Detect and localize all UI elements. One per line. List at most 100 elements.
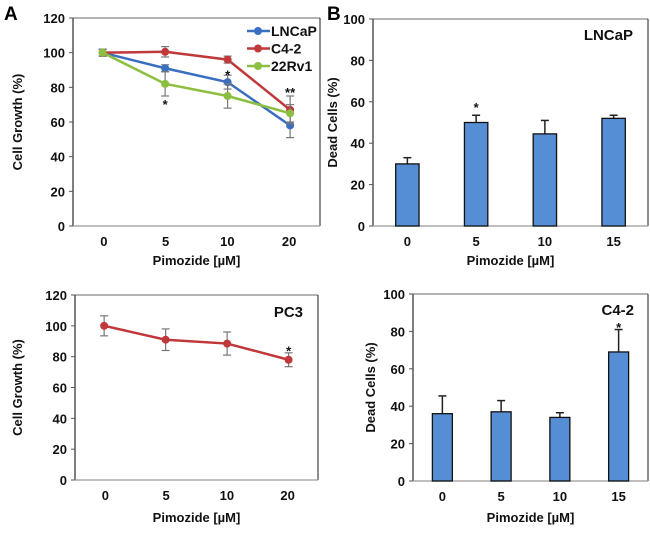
y-tick-label: 40 bbox=[391, 399, 405, 414]
bar-group bbox=[395, 156, 420, 227]
data-point bbox=[286, 109, 295, 118]
y-axis-label: Dead Cells (%) bbox=[363, 342, 378, 432]
x-tick-label: 5 bbox=[162, 234, 169, 249]
bar bbox=[431, 413, 454, 482]
data-point bbox=[161, 335, 170, 344]
chart-b-top: 0 20 40 60 80 100 0 5 10 15 Pimozide [µM] Dead Cell… bbox=[325, 4, 649, 268]
y-tick-label: 20 bbox=[351, 178, 365, 193]
data-point bbox=[223, 92, 232, 100]
y-tick-label: 60 bbox=[351, 95, 365, 110]
significance-marker: * bbox=[163, 97, 169, 112]
significance-marker: * bbox=[286, 343, 292, 358]
y-tick-label: 80 bbox=[51, 80, 65, 95]
bar-group bbox=[607, 328, 630, 482]
y-tick-label: 40 bbox=[53, 411, 67, 426]
bar bbox=[532, 133, 558, 227]
y-tick-label: 0 bbox=[60, 473, 67, 488]
bar bbox=[490, 411, 512, 482]
x-tick-label: 5 bbox=[498, 489, 505, 504]
y-tick-label: 60 bbox=[51, 115, 65, 130]
panel-label: B bbox=[327, 4, 341, 25]
data-point bbox=[161, 64, 170, 73]
bar bbox=[607, 351, 630, 482]
y-tick-label: 100 bbox=[43, 46, 65, 61]
y-tick-label: 80 bbox=[351, 53, 365, 68]
x-tick-label: 5 bbox=[473, 234, 480, 249]
x-axis-label: Pimozide [µM] bbox=[153, 510, 241, 525]
panel-label: A bbox=[4, 4, 18, 25]
y-axis-label: Dead Cells (%) bbox=[325, 77, 340, 167]
x-tick-label: 0 bbox=[102, 488, 109, 503]
y-axis-label: Cell Growth (%) bbox=[10, 74, 25, 171]
legend-label: LNCaP bbox=[271, 23, 317, 39]
bar-group bbox=[463, 114, 489, 227]
series-22rv1 bbox=[98, 48, 295, 123]
x-tick-label: 5 bbox=[163, 488, 170, 503]
data-point bbox=[223, 55, 232, 64]
bar bbox=[549, 416, 571, 482]
bar-group bbox=[490, 399, 512, 482]
bar bbox=[601, 117, 626, 227]
x-axis-label: Pimozide [µM] bbox=[487, 510, 575, 525]
y-tick-label: 0 bbox=[358, 219, 365, 234]
series-pc3 bbox=[100, 315, 293, 368]
plot-title: LNCaP bbox=[584, 27, 633, 44]
plot-title: C4-2 bbox=[601, 302, 634, 319]
significance-marker: * bbox=[474, 100, 480, 115]
bar bbox=[395, 163, 420, 227]
y-tick-label: 20 bbox=[53, 442, 67, 457]
data-point bbox=[284, 355, 293, 364]
x-tick-label: 15 bbox=[611, 489, 625, 504]
y-tick-label: 60 bbox=[391, 362, 405, 377]
legend-label: 22Rv1 bbox=[271, 58, 312, 74]
bar bbox=[463, 121, 489, 227]
series-line bbox=[102, 51, 291, 115]
legend-swatch-marker bbox=[254, 44, 262, 53]
data-point bbox=[98, 48, 107, 57]
x-tick-label: 10 bbox=[538, 234, 552, 249]
y-tick-label: 80 bbox=[53, 350, 67, 365]
legend-swatch-marker bbox=[254, 62, 262, 70]
chart-b-bottom: 0 20 40 60 80 100 0 5 10 15 Pimozide [µM] Dead Cell… bbox=[363, 287, 649, 525]
data-point bbox=[100, 321, 109, 330]
x-tick-label: 10 bbox=[553, 489, 567, 504]
data-point bbox=[223, 339, 232, 348]
x-axis-label: Pimozide [µM] bbox=[153, 253, 241, 268]
y-tick-label: 80 bbox=[391, 324, 405, 339]
bar-group bbox=[601, 114, 626, 227]
x-tick-label: 15 bbox=[606, 234, 620, 249]
bar-group bbox=[549, 411, 571, 482]
significance-marker: * bbox=[225, 68, 231, 83]
x-tick-label: 20 bbox=[282, 234, 296, 249]
data-point bbox=[161, 47, 170, 56]
x-tick-label: 20 bbox=[280, 488, 294, 503]
y-tick-label: 20 bbox=[51, 184, 65, 199]
chart-a-bottom: 0 20 40 60 80 100 120 0 5 10 20 Pimozide [µM] Cell G… bbox=[10, 288, 319, 525]
x-tick-label: 0 bbox=[439, 489, 446, 504]
x-axis-label: Pimozide [µM] bbox=[467, 253, 555, 268]
bar-group bbox=[431, 395, 454, 482]
y-axis-label: Cell Growth (%) bbox=[10, 339, 25, 436]
bar-group bbox=[532, 119, 558, 227]
chart-a-top: 0 20 40 60 80 100 120 0 5 10 20 Pimozide [µM] Cell G… bbox=[4, 4, 321, 268]
y-tick-label: 40 bbox=[51, 150, 65, 165]
y-tick-label: 100 bbox=[383, 287, 405, 302]
y-tick-label: 100 bbox=[45, 319, 67, 334]
series-line bbox=[103, 324, 289, 361]
y-tick-label: 120 bbox=[43, 11, 65, 26]
x-tick-label: 0 bbox=[404, 234, 411, 249]
series-c4-2 bbox=[98, 45, 295, 125]
y-tick-label: 60 bbox=[53, 381, 67, 396]
series-lncap bbox=[98, 48, 295, 139]
x-tick-label: 0 bbox=[100, 234, 107, 249]
y-tick-label: 120 bbox=[45, 288, 67, 303]
series-line bbox=[102, 50, 291, 111]
y-tick-label: 20 bbox=[391, 437, 405, 452]
significance-marker: ** bbox=[285, 85, 296, 100]
plot-title: PC3 bbox=[274, 304, 303, 321]
data-point bbox=[161, 79, 170, 88]
y-tick-label: 0 bbox=[58, 219, 65, 234]
y-tick-label: 100 bbox=[343, 12, 365, 27]
legend-swatch-marker bbox=[254, 27, 262, 35]
